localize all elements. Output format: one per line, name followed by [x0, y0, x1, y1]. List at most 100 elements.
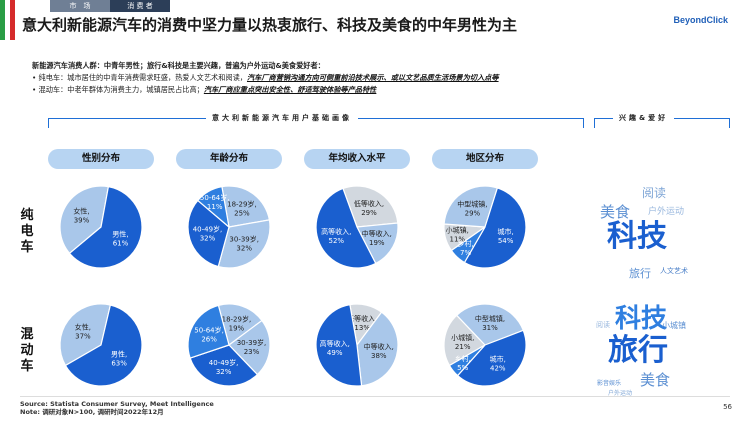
pie-slice-value: 32% — [236, 245, 252, 253]
pie-slice-label: 中等收入, — [364, 342, 394, 351]
page-number: 56 — [723, 403, 732, 411]
pie-slice — [315, 303, 363, 387]
pie-slice-value: 32% — [216, 368, 232, 376]
pie-slice-label: 乡村, — [455, 354, 471, 363]
summary-head: 新能源汽车消费人群：中青年男性；旅行&科技是主要兴趣，普遍为户外运动&美食爱好者… — [32, 61, 325, 70]
pie-slice-label: 50-64岁, — [194, 325, 224, 334]
pie-slice-label: 城市, — [490, 355, 506, 364]
pie-slice-label: 高等收入, — [321, 227, 351, 236]
pie-slice — [68, 185, 143, 269]
pie-slice-label: 中等收入, — [362, 229, 392, 238]
pie-slice-value: 61% — [113, 239, 129, 247]
pie-slice-value: 37% — [75, 333, 91, 341]
source-note: Source: Statista Consumer Survey, Meet I… — [20, 400, 214, 416]
page-title: 意大利新能源汽车的消费中坚力量以热衷旅行、科技及美食的中年男性为主 — [22, 16, 518, 34]
pie-slice-label: 女性, — [73, 207, 89, 216]
pie-slice — [59, 303, 112, 367]
pie-slice-value: 52% — [329, 237, 345, 245]
pie-slice — [217, 303, 263, 347]
pie-slice-value: 11% — [207, 203, 223, 211]
interest-word: 美食 — [640, 371, 671, 389]
pie-slice — [221, 185, 271, 228]
pie-slice-value: 39% — [74, 217, 90, 225]
interest-word: 小城镇 — [662, 321, 686, 330]
source-line: Source: Statista Consumer Survey, Meet I… — [20, 400, 214, 408]
pie-slice-label: 低等收入, — [347, 314, 377, 323]
interest-word: 旅行 — [629, 267, 651, 280]
bullet-highlight: 汽车厂商应重点突出安全性、舒适驾驶体验等产品特性 — [203, 85, 377, 94]
flag-green-stripe — [0, 0, 5, 40]
tab-consumer[interactable]: 消 费 者 — [110, 0, 170, 12]
interest-word: 科技 — [607, 219, 667, 254]
interest-word: 阅读 — [596, 321, 610, 329]
pie-slice-value: 42% — [490, 365, 506, 373]
pie-slice-label: 男性, — [111, 349, 127, 358]
pie-slice — [189, 344, 259, 387]
pie-slice-label: 城市, — [497, 227, 513, 236]
tab-market[interactable]: 市 场 — [50, 0, 110, 12]
pie-slice — [356, 222, 399, 265]
pie-slice-value: 29% — [465, 209, 481, 217]
row-label-text: 纯电车 — [20, 208, 34, 255]
pie-slice — [228, 319, 271, 376]
pie-slice — [443, 314, 486, 367]
pie-slice — [455, 303, 525, 346]
pie-slice-value: 7% — [460, 249, 471, 257]
pie-slice — [463, 187, 527, 269]
pie-slice-value: 31% — [482, 324, 498, 332]
interest-word: 人文艺术 — [660, 267, 688, 275]
interest-word: 户外运动 — [648, 207, 685, 217]
interest-word: 旅行 — [608, 333, 668, 368]
row-label-text: 混动车 — [20, 327, 34, 374]
profile-section-label: 意大利新能源汽车用户基础画像 — [206, 113, 358, 123]
pie-slice-value: 19% — [369, 239, 385, 247]
pie-slice — [64, 304, 143, 387]
pie-slice-value: 26% — [201, 335, 217, 343]
note-line: Note: 调研对象N>100, 调研时间2022年12月 — [20, 408, 164, 416]
row-label-hybrid: 混动车 — [20, 327, 34, 375]
pie-slice-label: 男性, — [112, 229, 128, 238]
pie-slice-label: 18-29岁, — [227, 200, 257, 209]
flag-white-stripe — [5, 0, 10, 40]
bullet-prefix: • 混动车：中老年群体为消费主力，城镇居民占比高； — [32, 85, 204, 94]
interests-section-label: 兴趣&爱好 — [613, 113, 675, 123]
pie-slice — [456, 329, 527, 387]
pie-slice-value: 5% — [457, 364, 468, 372]
pie-slice-label: 30-39岁, — [229, 235, 259, 244]
pie-slice-value: 11% — [450, 236, 466, 244]
pie-slice — [450, 226, 486, 264]
pie-slice — [315, 187, 377, 269]
pie-slice-value: 13% — [354, 324, 370, 332]
interest-word: 影音娱乐 — [597, 380, 622, 387]
flag-red-stripe — [10, 0, 15, 40]
nav-tabs: 市 场 消 费 者 — [50, 0, 170, 12]
pie-slice-label: 中型城镇, — [475, 314, 505, 323]
summary-block: 新能源汽车消费人群：中青年男性；旅行&科技是主要兴趣，普遍为户外运动&美食爱好者… — [32, 60, 732, 96]
pie-slice — [356, 311, 399, 387]
interest-word: 美食 — [600, 203, 631, 221]
pie-slice — [342, 185, 399, 228]
interest-word: 科技 — [615, 304, 668, 334]
row-label-bev: 纯电车 — [20, 208, 34, 256]
bullet-highlight: 汽车厂商营销沟通方向可侧重前沿技术展示、或以文艺品质生活场景为切入点等 — [246, 73, 499, 82]
pie-slice-label: 低等收入, — [354, 199, 384, 208]
pie-slice — [443, 185, 499, 228]
pie-slice-value: 32% — [200, 235, 216, 243]
pie-slice-value: 25% — [234, 210, 250, 218]
pie-slice-label: 女性, — [75, 323, 91, 332]
pie-slice-label: 乡村, — [457, 239, 473, 248]
pie-slice-label: 30-39岁, — [237, 338, 267, 347]
summary-bullet-bev: • 纯电车：城市居住的中青年消费需求旺盛，热爱人文艺术和阅读，汽车厂商营销沟通方… — [32, 72, 732, 84]
column-header-gender: 性别分布 — [48, 149, 154, 169]
column-header-age: 年龄分布 — [176, 149, 282, 169]
interest-word: 户外运动 — [608, 390, 633, 397]
pie-slice — [59, 185, 110, 255]
pie-slice — [187, 304, 230, 359]
pie-slice-value: 49% — [327, 349, 343, 357]
pie-slice-value: 63% — [111, 359, 127, 367]
column-header-region: 地区分布 — [432, 149, 538, 169]
interest-word: 阅读 — [642, 186, 667, 200]
footer-divider — [20, 396, 730, 397]
bullet-prefix: • 纯电车：城市居住的中青年消费需求旺盛，热爱人文艺术和阅读， — [32, 73, 247, 82]
